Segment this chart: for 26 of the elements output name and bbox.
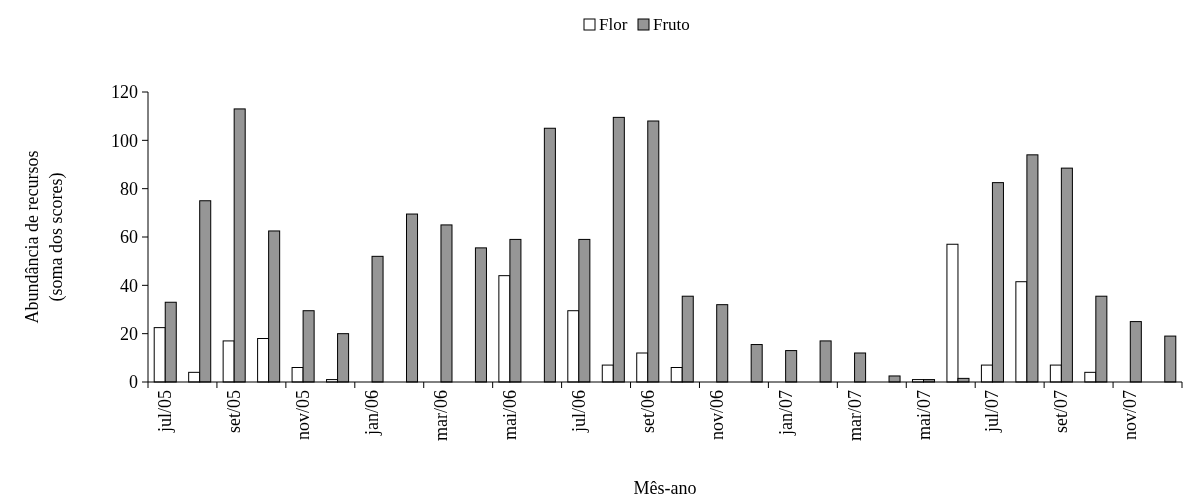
x-tick-label: nov/07: [1120, 390, 1141, 441]
y-tick-label: 80: [120, 178, 138, 199]
x-tick-label: mai/07: [913, 390, 934, 440]
y-tick-label: 40: [120, 275, 138, 296]
y-tick-label: 60: [120, 227, 138, 248]
y-tick-label: 120: [111, 82, 138, 103]
x-tick-label: jul/06: [568, 390, 589, 434]
legend-label: Flor: [599, 15, 628, 34]
y-axis-title: Abundância de recursos (soma dos scores): [22, 150, 67, 324]
y-tick-label: 0: [129, 372, 138, 393]
x-tick-label: mar/07: [844, 390, 865, 441]
x-tick-label: nov/05: [293, 390, 314, 441]
legend-label: Fruto: [653, 15, 690, 34]
x-tick-label: jul/05: [155, 390, 176, 434]
x-axis-title: Mês-ano: [633, 478, 697, 498]
x-tick-label: mai/06: [499, 390, 520, 440]
x-tick-label: jan/06: [362, 390, 383, 436]
x-tick-label: mar/06: [430, 390, 451, 441]
x-tick-label: nov/06: [706, 390, 727, 441]
x-tick-label: set/07: [1051, 390, 1072, 433]
x-tick-label: set/06: [637, 390, 658, 433]
x-tick-label: jan/07: [775, 390, 796, 436]
x-tick-label: set/05: [224, 390, 245, 433]
x-tick-label: jul/07: [982, 390, 1003, 434]
y-tick-label: 20: [120, 323, 138, 344]
y-tick-label: 100: [111, 130, 138, 151]
